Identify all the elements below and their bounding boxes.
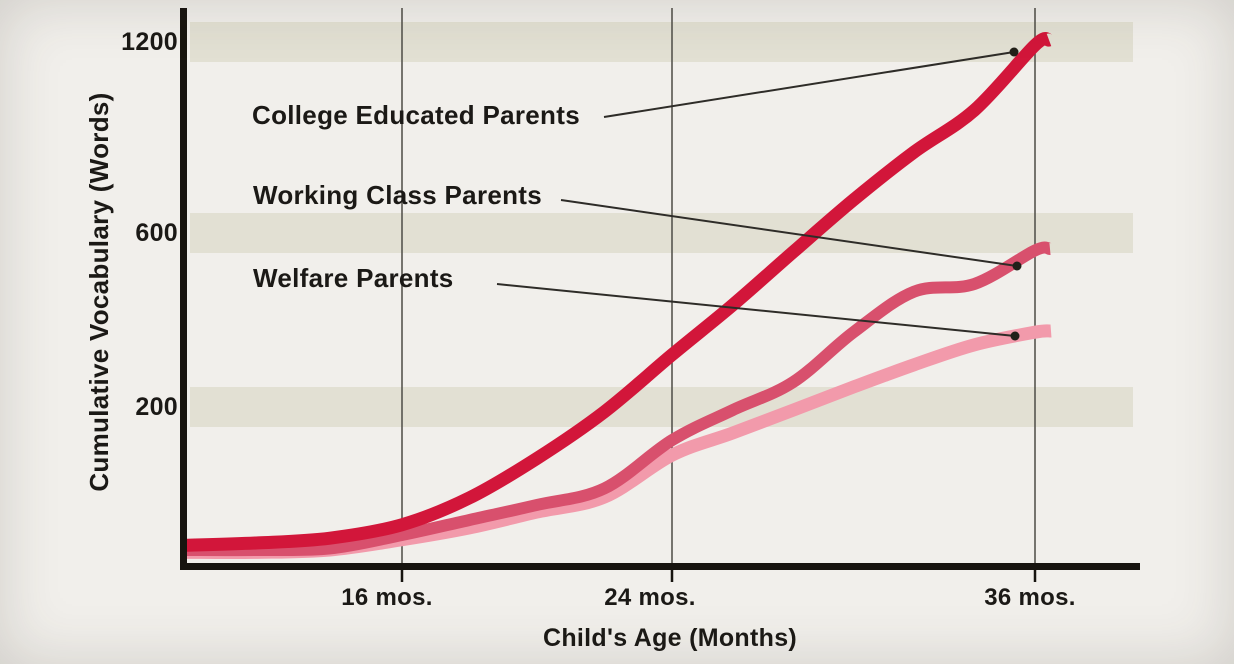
y-axis-line — [180, 8, 187, 570]
grid-band-1200 — [190, 22, 1133, 62]
x-tick-16-mos: 16 mos. — [341, 584, 433, 611]
series-label-working-class-parents: Working Class Parents — [253, 180, 543, 210]
x-axis-title: Child's Age (Months) — [542, 624, 798, 652]
leader-dot-college-educated-parents — [1009, 47, 1019, 57]
leader-line-working-class-parents — [560, 199, 1018, 267]
x-tick-36-mos: 36 mos. — [984, 584, 1076, 611]
series-label-college-educated-parents: College Educated Parents — [252, 100, 580, 130]
series-label-welfare-parents: Welfare Parents — [253, 263, 454, 293]
x-axis-line — [180, 563, 1140, 570]
y-tick-1200: 1200 — [121, 28, 178, 56]
grid-band-600 — [190, 213, 1133, 253]
leader-dot-working-class-parents — [1012, 261, 1022, 271]
y-tick-600: 600 — [135, 219, 178, 247]
y-axis-title: Cumulative Vocabulary (Words) — [84, 92, 114, 492]
leader-line-welfare-parents — [496, 283, 1016, 337]
grid-band-200 — [190, 387, 1133, 427]
series-line-college-educated-parents — [185, 32, 1052, 552]
leader-line-college-educated-parents — [603, 51, 1015, 118]
series-line-working-class-parents — [185, 241, 1052, 557]
x-tick-24-mos: 24 mos. — [604, 584, 696, 611]
series-line-welfare-parents — [185, 324, 1052, 560]
y-tick-200: 200 — [135, 393, 178, 421]
leader-dot-welfare-parents — [1010, 331, 1020, 341]
